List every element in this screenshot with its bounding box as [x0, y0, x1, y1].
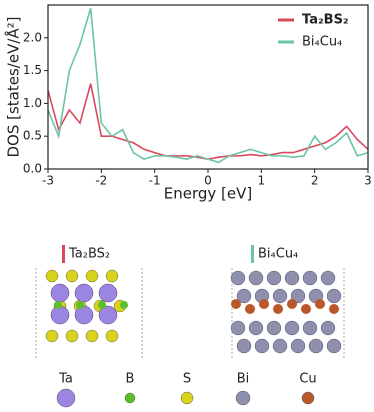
structure-label: Bi₄Cu₄ [258, 247, 298, 262]
atom [254, 338, 270, 354]
atom [98, 301, 106, 309]
atom-swatch [301, 391, 315, 405]
atom [236, 288, 252, 304]
atom [98, 305, 118, 325]
atom [45, 269, 59, 283]
x-tick-label: -1 [149, 174, 161, 188]
atom [326, 288, 342, 304]
x-axis-label: Energy [eV] [164, 185, 252, 203]
atom [248, 320, 264, 336]
x-tick-label: -3 [42, 174, 54, 188]
atom [290, 338, 306, 354]
atom [105, 329, 119, 343]
atom [248, 270, 264, 286]
atom-swatch [56, 388, 76, 408]
x-tick-label: 2 [311, 174, 319, 188]
atom [287, 299, 297, 309]
y-axis-label: DOS [states/eV/Å²] [4, 16, 23, 157]
atom [266, 270, 282, 286]
atom [302, 320, 318, 336]
atom-label: Ta [58, 372, 73, 387]
dos-line [47, 83, 369, 160]
atom [65, 269, 79, 283]
atom [302, 270, 318, 286]
atom [50, 283, 70, 303]
atom [308, 338, 324, 354]
atom [65, 329, 79, 343]
atom [320, 320, 336, 336]
atom [259, 299, 269, 309]
atom [273, 304, 283, 314]
x-tick-label: 0 [204, 174, 212, 188]
atom-swatch [235, 390, 251, 406]
y-tick-label: 2.0 [23, 30, 42, 44]
atom [98, 283, 118, 303]
atom [54, 301, 62, 309]
atom [50, 305, 70, 325]
atom [284, 270, 300, 286]
y-tick-label: 0.5 [23, 129, 42, 143]
x-tick-label: 1 [258, 174, 266, 188]
atom [236, 338, 252, 354]
atom [85, 329, 99, 343]
x-tick-label: 3 [364, 174, 372, 188]
atom [290, 288, 306, 304]
structure-swatch [62, 245, 65, 263]
atom [272, 338, 288, 354]
atom-label: S [183, 372, 191, 387]
x-tick-label: -2 [95, 174, 107, 188]
atom [74, 283, 94, 303]
atom-label: B [126, 372, 135, 387]
atom [326, 338, 342, 354]
y-tick-label: 1.5 [23, 63, 42, 77]
structure-label: Ta₂BS₂ [68, 247, 110, 262]
atom [85, 269, 99, 283]
atom [320, 270, 336, 286]
atom [120, 301, 128, 309]
atom-label: Cu [299, 372, 316, 387]
atom [76, 301, 84, 309]
atom [284, 320, 300, 336]
dos-line [47, 8, 369, 164]
atom [272, 288, 288, 304]
atom [266, 320, 282, 336]
plot-frame [47, 4, 369, 170]
atom [230, 270, 246, 286]
y-tick-label: 1.0 [23, 96, 42, 110]
legend-label: Bi₄Cu₄ [302, 35, 342, 50]
atom [329, 304, 339, 314]
atom [231, 299, 241, 309]
atom [230, 320, 246, 336]
atom [45, 329, 59, 343]
atom [105, 269, 119, 283]
atom-swatch [124, 392, 136, 404]
atom [315, 299, 325, 309]
atom [245, 304, 255, 314]
y-tick-label: 0.0 [23, 162, 42, 176]
legend-label: Ta₂BS₂ [302, 13, 349, 28]
atom [301, 304, 311, 314]
structure-swatch [251, 245, 254, 263]
atom-swatch [180, 391, 194, 405]
atom [74, 305, 94, 325]
atom-label: Bi [237, 372, 250, 387]
